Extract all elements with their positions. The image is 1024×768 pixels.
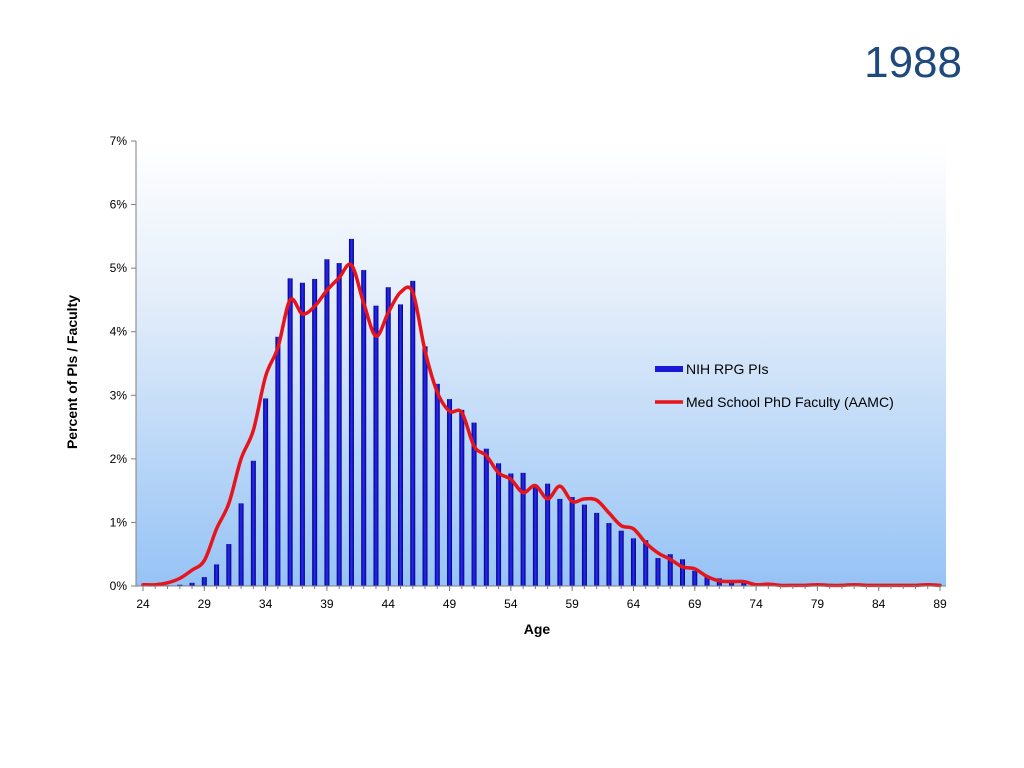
bar-age-39 [324,259,330,586]
bar-age-30 [214,564,220,586]
line-series [141,262,942,588]
y-tick-label: 2% [110,452,128,466]
y-tick-label: 5% [110,261,128,275]
y-tick-label: 3% [110,388,128,402]
bar-age-48 [434,383,440,586]
bar-age-41 [348,238,354,586]
bar-age-67 [667,554,673,586]
bar-age-65 [643,540,649,586]
bar-age-62 [606,523,612,586]
bar-age-61 [594,512,600,586]
legend: NIH RPG PIs Med School PhD Faculty (AAMC… [655,361,894,410]
bar-age-53 [496,463,502,586]
axes [131,140,946,591]
x-tick-label: 84 [872,597,886,611]
bar-age-27 [177,584,183,586]
bar-age-29 [201,577,207,586]
x-tick-label: 89 [933,597,947,611]
y-tick-label: 4% [110,325,128,339]
x-tick-label: 74 [749,597,763,611]
x-tick-label: 24 [136,597,150,611]
plot-area [136,141,946,586]
y-tick-label: 7% [110,134,128,148]
bar-age-73 [741,582,747,586]
bar-age-68 [680,559,686,586]
bar-age-63 [618,530,624,586]
legend-bar-label: NIH RPG PIs [686,361,768,377]
x-tick-label: 64 [627,597,641,611]
bar-age-45 [397,304,403,586]
y-tick-label: 0% [110,579,128,593]
legend-bar-swatch [655,366,683,372]
y-axis-title: Percent of PIs / Faculty [64,295,80,449]
x-tick-label: 59 [565,597,579,611]
bar-age-40 [336,263,342,586]
bar-age-32 [238,503,244,586]
x-tick-label: 54 [504,597,518,611]
bar-series [165,238,796,586]
bar-age-72 [729,581,735,586]
bar-age-37 [299,282,305,586]
bar-age-60 [581,504,587,586]
x-tick-label: 34 [259,597,273,611]
bar-age-47 [422,346,428,586]
tick-labels: 0% 1% 2% 3% 4% 5% 6% 7% 24 29 34 39 44 49 54 59 64 69 74 79… [110,134,947,611]
y-tick-label: 1% [110,515,128,529]
bar-age-34 [263,398,269,586]
bar-age-44 [385,287,391,586]
bar-age-56 [532,486,538,586]
bar-age-69 [692,570,698,586]
y-tick-label: 6% [110,198,128,212]
slide-title: 1988 [864,38,962,87]
bar-age-50 [459,409,465,586]
bar-age-36 [287,278,293,586]
bar-age-57 [545,483,551,586]
bar-age-38 [312,278,318,586]
bar-age-35 [275,336,281,586]
x-axis-title: Age [524,621,551,637]
bar-age-64 [630,538,636,586]
bar-age-70 [704,575,710,586]
bar-age-55 [520,472,526,586]
bar-age-49 [447,399,453,586]
bar-age-58 [557,498,563,586]
bar-age-59 [569,497,575,586]
x-tick-label: 44 [382,597,396,611]
bar-age-31 [226,544,232,586]
x-tick-label: 29 [198,597,212,611]
bar-age-52 [483,448,489,586]
bar-age-42 [361,270,367,586]
bar-age-66 [655,558,661,586]
bar-age-46 [410,280,416,586]
bar-age-54 [508,473,514,586]
x-tick-label: 69 [688,597,702,611]
bar-age-28 [189,582,195,586]
legend-line-label: Med School PhD Faculty (AAMC) [686,394,894,410]
x-tick-label: 39 [320,597,334,611]
bar-age-51 [471,422,477,586]
bar-age-43 [373,305,379,586]
x-tick-label: 79 [811,597,825,611]
x-tick-label: 49 [443,597,457,611]
bar-age-33 [250,460,256,586]
